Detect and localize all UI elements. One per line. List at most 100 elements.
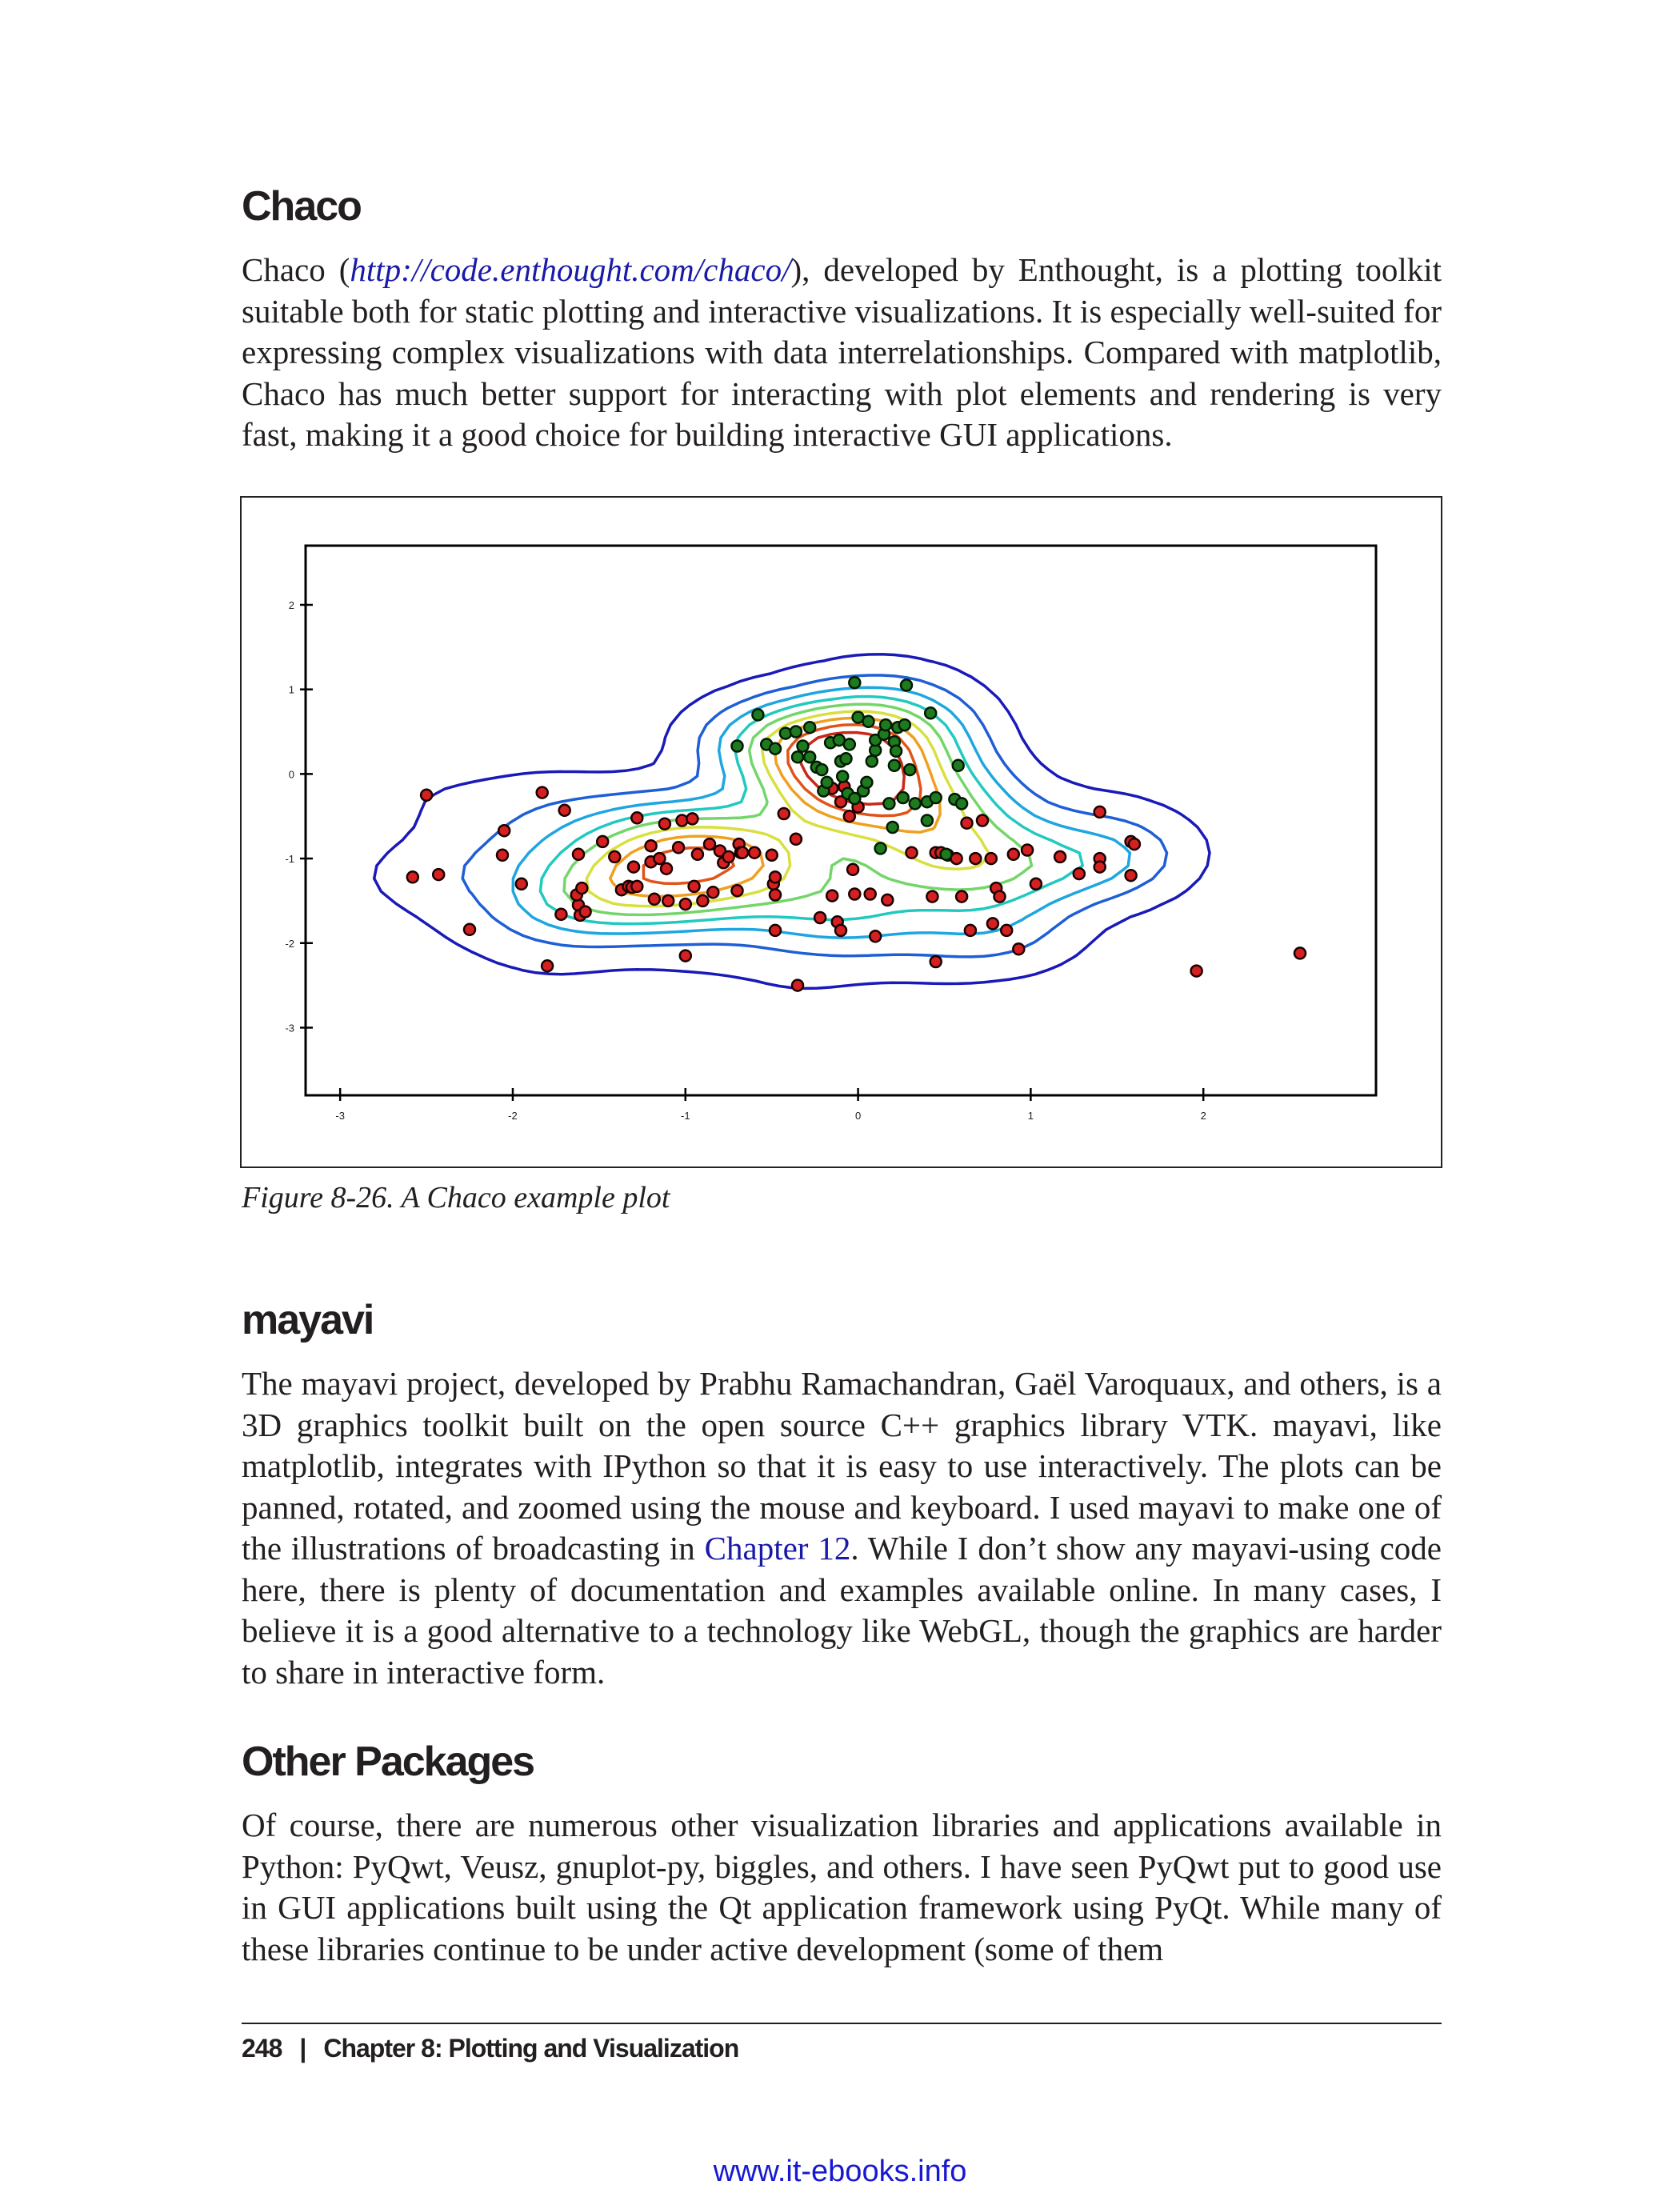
chaco-example-figure: -3 -2 -1 0 1 2 2 1 0 -1 -2 -3 bbox=[240, 496, 1442, 1168]
scatter-point-series-2 bbox=[874, 842, 887, 855]
scatter-point-series-1 bbox=[960, 816, 974, 830]
scatter-point-series-2 bbox=[802, 720, 817, 734]
chaco-scatter-plot: -3 -2 -1 0 1 2 2 1 0 -1 -2 -3 bbox=[285, 544, 1378, 1122]
scatter-point-series-2 bbox=[887, 758, 902, 773]
scatter-point-series-1 bbox=[658, 817, 672, 830]
chaco-url-link[interactable]: http://code.enthought.com/chaco/ bbox=[350, 251, 791, 288]
scatter-point-series-2 bbox=[862, 714, 875, 729]
scatter-point-series-1 bbox=[863, 887, 877, 901]
x-tick-label: -2 bbox=[508, 1110, 518, 1122]
scatter-point-series-1 bbox=[905, 846, 918, 859]
footer-chapter-title: Chapter 8: Plotting and Visualization bbox=[323, 2034, 739, 2063]
contour-line-4 bbox=[538, 694, 1085, 926]
plot-frame bbox=[304, 544, 1378, 1097]
scatter-point-series-2 bbox=[908, 797, 922, 810]
scatter-point-series-1 bbox=[926, 890, 939, 903]
scatter-point-series-2 bbox=[730, 739, 744, 753]
scatter-point-series-1 bbox=[661, 894, 675, 908]
scatter-point-series-1 bbox=[842, 809, 857, 823]
scatter-point-series-1 bbox=[678, 949, 693, 962]
section-heading-chaco: Chaco bbox=[242, 183, 362, 230]
scatter-point-series-2 bbox=[848, 675, 862, 690]
figure-caption: Figure 8-26. A Chaco example plot bbox=[242, 1181, 670, 1215]
scatter-point-series-1 bbox=[825, 889, 839, 902]
scatter-point-series-1 bbox=[1124, 868, 1138, 882]
paragraph-chaco-intro: Chaco ( bbox=[242, 251, 350, 288]
scatter-point-series-1 bbox=[653, 851, 666, 866]
paragraph-chaco-rest: ), developed by Enthought, is a plotting… bbox=[242, 251, 1442, 453]
scatter-point-series-2 bbox=[923, 706, 938, 720]
scatter-point-series-2 bbox=[815, 762, 829, 777]
scatter-point-series-1 bbox=[687, 879, 701, 894]
scatter-point-series-1 bbox=[747, 846, 762, 859]
scatter-point-series-1 bbox=[768, 870, 782, 884]
x-tick-label: 0 bbox=[855, 1110, 861, 1122]
scatter-point-series-1 bbox=[765, 848, 778, 862]
scatter-point-series-1 bbox=[431, 867, 446, 882]
scatter-point-series-1 bbox=[626, 860, 641, 874]
paragraph-mayavi-before: The mayavi project, developed by Prabhu … bbox=[242, 1365, 1442, 1567]
scatter-point-series-1 bbox=[1029, 877, 1043, 891]
scatter-point-series-2 bbox=[802, 750, 817, 764]
scatter-point-series-2 bbox=[865, 754, 879, 768]
scatter-point-series-1 bbox=[929, 954, 942, 969]
scatter-point-series-2 bbox=[839, 752, 853, 766]
watermark-link[interactable]: www.it-ebooks.info bbox=[713, 2155, 967, 2188]
scatter-point-series-1 bbox=[690, 847, 705, 862]
x-tick-label: 1 bbox=[1028, 1110, 1034, 1122]
scatter-point-series-1 bbox=[1012, 942, 1026, 956]
scatter-point-series-1 bbox=[686, 812, 699, 826]
chapter-12-link[interactable]: Chapter 12 bbox=[704, 1530, 851, 1567]
scatter-point-series-2 bbox=[835, 770, 850, 783]
y-tick-label: -2 bbox=[285, 938, 294, 950]
scatter-point-series-1 bbox=[834, 923, 848, 938]
scatter-point-series-2 bbox=[796, 739, 810, 753]
scatter-point-series-1 bbox=[735, 846, 750, 859]
scatter-point-series-2 bbox=[789, 725, 803, 738]
y-tick-label: 2 bbox=[289, 599, 294, 611]
scatter-point-series-1 bbox=[834, 794, 848, 809]
scatter-point-series-1 bbox=[975, 814, 990, 827]
scatter-point-series-1 bbox=[540, 959, 554, 973]
scatter-point-series-1 bbox=[702, 837, 717, 851]
scatter-point-series-1 bbox=[1127, 837, 1142, 851]
scatter-point-series-1 bbox=[1072, 866, 1086, 881]
scatter-point-series-1 bbox=[963, 923, 978, 938]
scatter-point-series-1 bbox=[578, 905, 592, 918]
x-tick-label: -3 bbox=[335, 1110, 345, 1122]
paragraph-mayavi: The mayavi project, developed by Prabhu … bbox=[242, 1363, 1442, 1693]
scatter-point-series-1 bbox=[514, 877, 529, 891]
scatter-point-series-2 bbox=[929, 790, 942, 805]
scatter-point-series-2 bbox=[878, 718, 893, 732]
scatter-point-series-2 bbox=[860, 775, 874, 790]
section-heading-other-packages: Other Packages bbox=[242, 1739, 535, 1785]
scatter-point-series-1 bbox=[730, 883, 744, 898]
contour-line-2 bbox=[461, 674, 1169, 958]
scatter-point-series-1 bbox=[659, 862, 674, 875]
scatter-point-series-1 bbox=[789, 832, 803, 846]
scatter-point-series-1 bbox=[813, 910, 827, 925]
scatter-point-series-1 bbox=[497, 823, 511, 838]
scatter-point-series-1 bbox=[675, 814, 689, 827]
scatter-point-series-1 bbox=[696, 894, 710, 908]
scatter-point-series-1 bbox=[984, 851, 998, 866]
scatter-point-series-1 bbox=[1006, 847, 1021, 862]
scatter-point-series-1 bbox=[1020, 843, 1034, 857]
scatter-point-series-1 bbox=[671, 841, 686, 854]
paragraph-chaco: Chaco (http://code.enthought.com/chaco/)… bbox=[242, 250, 1442, 456]
scatter-point-series-2 bbox=[898, 718, 912, 732]
scatter-point-series-1 bbox=[575, 881, 589, 895]
scatter-point-series-2 bbox=[751, 708, 765, 722]
scatter-point-series-2 bbox=[882, 797, 896, 810]
paragraph-other-packages: Of course, there are numerous other visu… bbox=[242, 1807, 1442, 1967]
density-contours bbox=[372, 653, 1211, 990]
scatter-point-series-2 bbox=[951, 758, 965, 773]
scatter-point-series-2 bbox=[768, 742, 782, 755]
scatter-point-series-1 bbox=[462, 922, 477, 937]
scatter-point-series-2 bbox=[903, 762, 917, 777]
footer-separator: | bbox=[299, 2034, 306, 2063]
scatter-points bbox=[406, 675, 1307, 992]
scatter-point-series-1 bbox=[1293, 946, 1307, 960]
scatter-point-series-1 bbox=[790, 978, 805, 992]
x-tick-label: 2 bbox=[1201, 1110, 1206, 1122]
